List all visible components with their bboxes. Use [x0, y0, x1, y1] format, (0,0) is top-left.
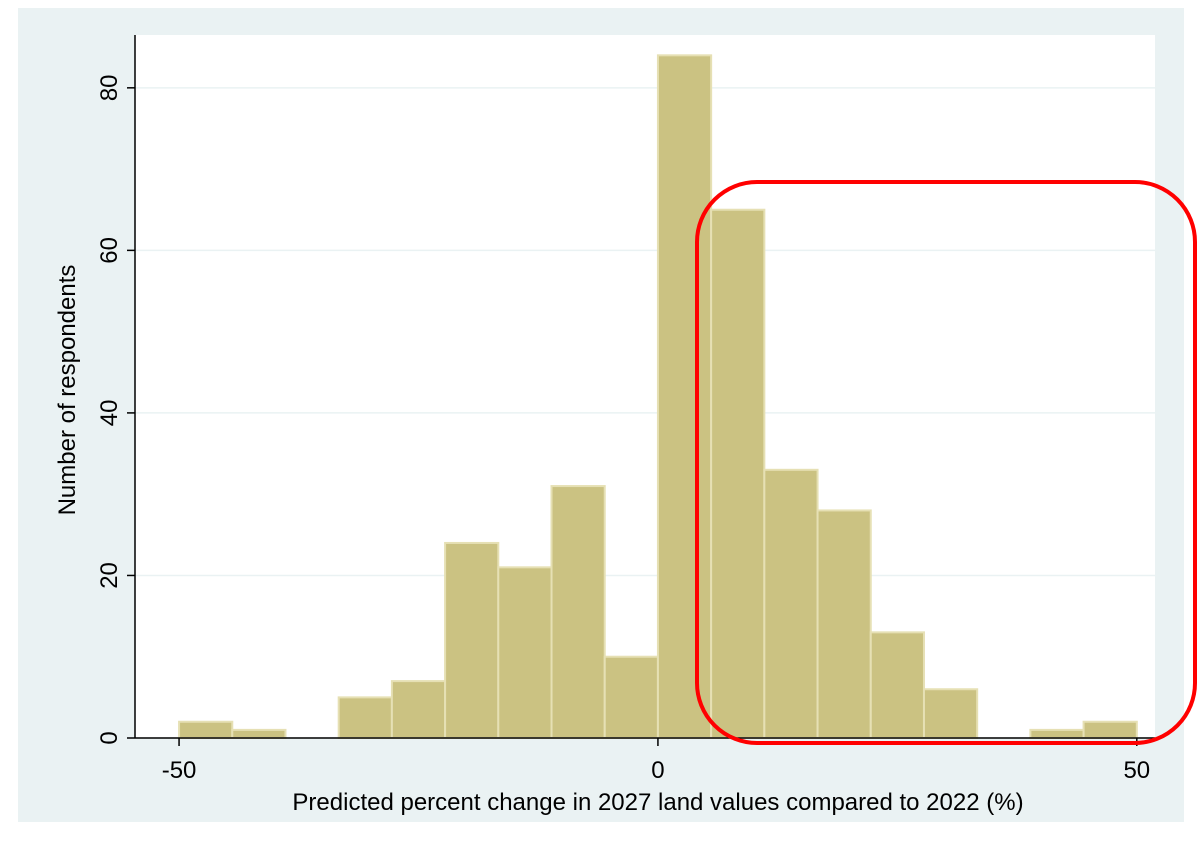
- bar: [337, 696, 393, 739]
- bar: [1082, 720, 1138, 740]
- bar: [550, 485, 606, 739]
- bar: [656, 54, 713, 739]
- x-axis-label: Predicted percent change in 2027 land va…: [292, 789, 1023, 816]
- bar: [497, 566, 553, 739]
- x-tick-label: 50: [1123, 757, 1150, 784]
- bar: [922, 688, 979, 740]
- x-tick-label: -50: [162, 757, 197, 784]
- bar: [710, 208, 766, 739]
- bar: [178, 720, 234, 740]
- y-tick-label: 80: [96, 74, 123, 101]
- ticks: 0 20 40 60 80 -50 0 50: [96, 74, 1150, 784]
- y-tick-label: 0: [96, 731, 123, 744]
- bar: [1029, 728, 1085, 739]
- highlight-box: [695, 180, 1197, 745]
- bar: [816, 509, 872, 739]
- y-tick-label: 60: [96, 237, 123, 264]
- y-tick-label: 20: [96, 562, 123, 589]
- y-axis-label: Number of respondents: [54, 265, 81, 516]
- bar: [869, 631, 925, 739]
- x-tick-label: 0: [651, 757, 664, 784]
- bars: [178, 54, 1138, 740]
- bar: [231, 728, 287, 739]
- y-tick-label: 40: [96, 400, 123, 427]
- bar: [763, 468, 819, 739]
- bar: [444, 541, 500, 740]
- bar: [603, 655, 659, 740]
- bar: [390, 680, 447, 739]
- plot-area: [135, 35, 1155, 738]
